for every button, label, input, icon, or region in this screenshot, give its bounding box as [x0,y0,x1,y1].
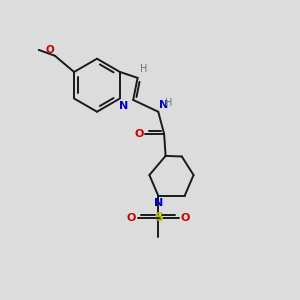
Text: N: N [159,100,168,110]
Text: O: O [127,213,136,223]
Text: H: H [140,64,147,74]
Text: O: O [180,213,190,223]
Text: O: O [45,45,54,55]
Text: S: S [154,211,163,224]
Text: H: H [165,98,172,108]
Text: O: O [134,129,143,139]
Text: N: N [118,101,128,111]
Text: N: N [154,198,163,208]
